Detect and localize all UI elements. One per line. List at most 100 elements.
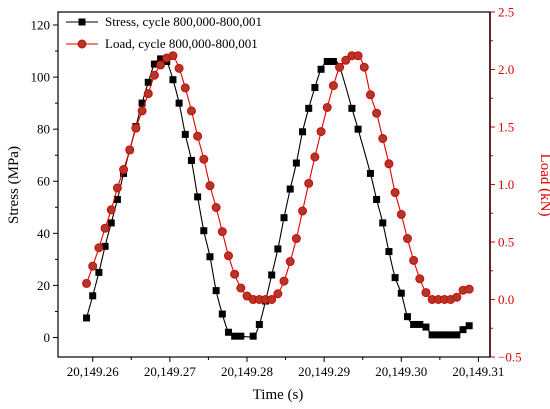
load-point — [205, 181, 215, 191]
load-point — [143, 89, 153, 99]
stress-point — [299, 128, 307, 136]
x-tick-label: 20,149.31 — [452, 364, 504, 379]
load-point — [186, 106, 196, 116]
stress-point — [138, 99, 146, 107]
y2-tick-label: 1.0 — [498, 177, 514, 192]
load-point — [384, 159, 394, 169]
y-tick-label: 100 — [31, 70, 51, 85]
y2-tick-label: 2.0 — [498, 62, 514, 77]
stress-point — [366, 169, 374, 177]
legend-marker-load — [77, 39, 87, 49]
stress-point — [89, 292, 97, 300]
stress-point — [416, 320, 424, 328]
load-point — [279, 276, 289, 286]
y-tick-label: 40 — [37, 226, 50, 241]
load-point — [310, 152, 320, 162]
stress-point — [274, 245, 282, 253]
stress-point — [113, 195, 121, 203]
plot-marks — [82, 51, 474, 340]
load-point — [223, 251, 233, 261]
load-point — [94, 243, 104, 253]
load-point — [304, 178, 314, 188]
load-point — [365, 90, 375, 100]
stress-point — [237, 332, 245, 340]
load-point — [131, 123, 141, 133]
stress-point — [329, 57, 337, 65]
stress-point — [200, 227, 208, 235]
x-tick-label: 20,149.27 — [144, 364, 197, 379]
load-point — [341, 55, 351, 65]
y-tick-label: 60 — [37, 174, 50, 189]
load-point — [119, 165, 129, 175]
stress-point — [268, 271, 276, 279]
load-point — [180, 83, 190, 93]
plot-frame — [57, 11, 491, 358]
stress-point — [280, 214, 288, 222]
stress-point — [231, 332, 239, 340]
load-point — [372, 108, 382, 118]
stress-point — [175, 99, 183, 107]
load-point — [415, 274, 425, 284]
stress-point — [292, 159, 300, 167]
load-point — [378, 134, 388, 143]
stress-point — [212, 287, 220, 295]
legend-label-load: Load, cycle 800,000-800,001 — [105, 36, 258, 51]
load-point — [390, 188, 400, 198]
load-point — [402, 234, 412, 244]
stress-point — [157, 55, 165, 63]
load-point — [82, 278, 92, 288]
stress-point — [101, 242, 109, 250]
stress-point — [434, 331, 442, 339]
stress-point — [465, 322, 473, 330]
stress-point — [403, 313, 411, 321]
stress-point — [422, 323, 430, 331]
load-point — [273, 289, 283, 299]
stress-point — [311, 84, 319, 92]
stress-point — [354, 125, 362, 133]
stress-point — [144, 78, 152, 86]
load-point — [236, 283, 246, 293]
stress-point — [224, 328, 232, 336]
y-axis-load: −0.5 0.0 0.5 1.0 1.5 2.0 2.5 — [489, 5, 522, 365]
load-point — [100, 223, 110, 233]
x-tick-label: 20,149.28 — [221, 364, 273, 379]
load-point — [298, 206, 308, 216]
stress-point — [391, 274, 399, 282]
stress-point — [385, 248, 393, 256]
load-point — [193, 131, 203, 141]
stress-point — [453, 331, 461, 339]
load-point — [217, 227, 227, 237]
load-point — [452, 292, 462, 302]
load-point — [174, 63, 184, 73]
load-point — [106, 205, 116, 215]
y2-tick-label: −0.5 — [498, 350, 522, 365]
stress-point — [218, 310, 226, 318]
load-point — [359, 62, 369, 72]
load-point — [230, 269, 240, 279]
stress-point — [459, 326, 467, 334]
load-point — [335, 62, 345, 72]
stress-point — [317, 65, 325, 73]
load-point — [267, 295, 277, 304]
stress-point — [169, 76, 177, 84]
y2-tick-label: 0.0 — [498, 292, 514, 307]
stress-point — [150, 60, 158, 68]
stress-point — [379, 219, 387, 227]
load-point — [328, 81, 338, 91]
load-point — [464, 284, 474, 294]
stress-point — [249, 332, 257, 340]
x-axis: 20,149.26 20,149.27 20,149.28 20,149.29 20,1… — [67, 357, 504, 379]
stress-point — [83, 314, 91, 322]
stress-point — [397, 289, 405, 297]
legend: Stress, cycle 800,000-800,001 Load, cycl… — [66, 14, 262, 51]
load-point — [112, 183, 122, 193]
load-point — [409, 255, 419, 265]
x-axis-title: Time (s) — [253, 387, 304, 403]
stress-point — [348, 104, 356, 112]
x-tick-label: 20,149.26 — [67, 364, 120, 379]
legend-marker-stress — [78, 18, 86, 26]
stress-point — [95, 268, 103, 276]
y-axis-title-stress: Stress (MPa) — [6, 146, 22, 224]
stress-point — [187, 156, 195, 164]
